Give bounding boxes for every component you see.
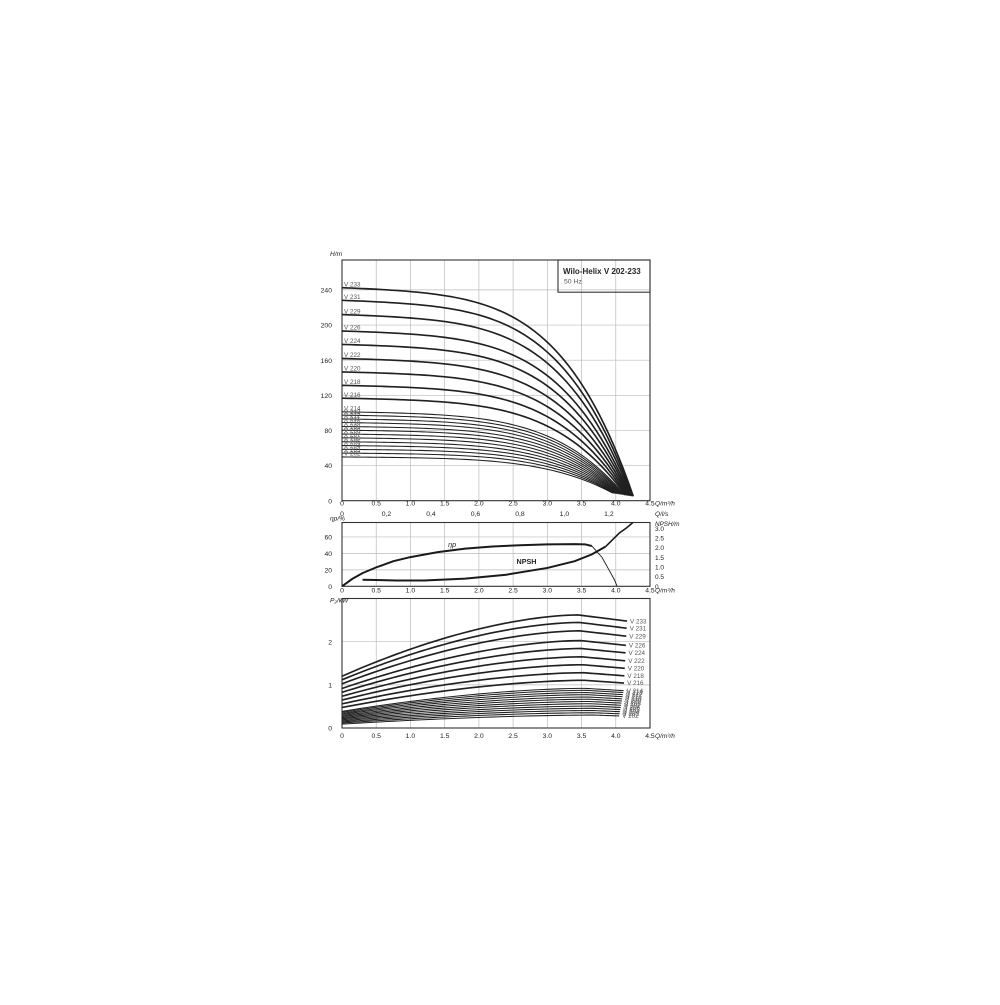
svg-text:1,2: 1,2 <box>604 511 614 518</box>
svg-text:240: 240 <box>321 288 333 295</box>
svg-text:1: 1 <box>328 683 332 690</box>
svg-text:0.5: 0.5 <box>371 588 381 595</box>
svg-text:40: 40 <box>324 463 332 470</box>
svg-text:1.0: 1.0 <box>406 501 416 508</box>
svg-text:V 220: V 220 <box>344 366 361 373</box>
svg-text:Q/m³/h: Q/m³/h <box>655 588 675 595</box>
svg-text:V 229: V 229 <box>344 308 361 315</box>
svg-text:V 224: V 224 <box>344 338 361 345</box>
svg-text:0,4: 0,4 <box>426 511 436 518</box>
svg-text:120: 120 <box>321 393 333 400</box>
svg-text:0: 0 <box>328 498 332 505</box>
svg-text:3.0: 3.0 <box>543 501 553 508</box>
svg-text:4.0: 4.0 <box>611 501 621 508</box>
svg-text:V 202: V 202 <box>622 713 639 720</box>
svg-text:3.5: 3.5 <box>577 588 587 595</box>
svg-text:V 233: V 233 <box>344 281 361 288</box>
svg-text:0,6: 0,6 <box>471 511 481 518</box>
svg-text:2.5: 2.5 <box>508 588 518 595</box>
svg-text:Q/m³/h: Q/m³/h <box>655 501 675 508</box>
svg-text:V 222: V 222 <box>628 658 645 665</box>
svg-text:0: 0 <box>328 584 332 591</box>
svg-text:80: 80 <box>324 428 332 435</box>
svg-text:1.5: 1.5 <box>440 501 450 508</box>
svg-text:2.0: 2.0 <box>474 501 484 508</box>
svg-text:160: 160 <box>321 358 333 365</box>
svg-text:0: 0 <box>340 501 344 508</box>
svg-text:0: 0 <box>340 733 344 740</box>
svg-text:V 216: V 216 <box>344 392 361 399</box>
svg-text:Q/m³/h: Q/m³/h <box>655 733 675 740</box>
svg-text:0,8: 0,8 <box>515 511 525 518</box>
svg-text:1.5: 1.5 <box>440 733 450 740</box>
svg-text:V 220: V 220 <box>628 666 645 673</box>
svg-text:3.0: 3.0 <box>543 588 553 595</box>
svg-text:2: 2 <box>328 639 332 646</box>
svg-text:2.5: 2.5 <box>655 536 664 543</box>
svg-text:2.0: 2.0 <box>655 545 664 552</box>
svg-text:4.5: 4.5 <box>645 501 655 508</box>
svg-text:20: 20 <box>324 567 332 574</box>
svg-text:2.5: 2.5 <box>508 733 518 740</box>
svg-text:V 231: V 231 <box>630 625 647 632</box>
svg-text:0: 0 <box>328 726 332 733</box>
svg-text:1.0: 1.0 <box>655 565 664 572</box>
svg-text:V 222: V 222 <box>344 352 361 359</box>
svg-text:3.5: 3.5 <box>577 501 587 508</box>
svg-text:0.5: 0.5 <box>655 574 664 581</box>
svg-text:P₂/kW: P₂/kW <box>330 598 349 605</box>
svg-text:0: 0 <box>340 588 344 595</box>
svg-text:V 202: V 202 <box>344 451 361 458</box>
svg-text:Wilo-Helix V 202-233: Wilo-Helix V 202-233 <box>563 267 641 276</box>
svg-text:60: 60 <box>324 535 332 542</box>
svg-text:0.5: 0.5 <box>371 733 381 740</box>
svg-text:V 233: V 233 <box>630 618 647 625</box>
svg-text:NPSH: NPSH <box>517 557 537 566</box>
svg-text:H/m: H/m <box>330 251 343 258</box>
svg-text:V 229: V 229 <box>629 633 646 640</box>
svg-text:V 226: V 226 <box>344 325 361 332</box>
svg-text:3.0: 3.0 <box>655 526 664 533</box>
svg-text:0.5: 0.5 <box>371 501 381 508</box>
svg-text:ηp: ηp <box>448 540 456 549</box>
svg-text:Q/l/s: Q/l/s <box>655 511 669 518</box>
svg-text:2.0: 2.0 <box>474 588 484 595</box>
svg-text:3.0: 3.0 <box>543 733 553 740</box>
svg-text:200: 200 <box>321 323 333 330</box>
svg-text:V 226: V 226 <box>629 643 646 650</box>
svg-text:2.0: 2.0 <box>474 733 484 740</box>
svg-text:V 224: V 224 <box>629 650 646 657</box>
svg-text:V 218: V 218 <box>344 379 361 386</box>
svg-text:V 216: V 216 <box>627 680 644 687</box>
svg-text:V 231: V 231 <box>344 294 361 301</box>
svg-text:1.5: 1.5 <box>440 588 450 595</box>
svg-text:4.5: 4.5 <box>645 588 655 595</box>
svg-text:1,0: 1,0 <box>560 511 570 518</box>
svg-text:1.0: 1.0 <box>406 588 416 595</box>
svg-text:0,2: 0,2 <box>382 511 392 518</box>
svg-text:V 218: V 218 <box>627 673 644 680</box>
svg-text:1.0: 1.0 <box>406 733 416 740</box>
svg-text:4.0: 4.0 <box>611 588 621 595</box>
svg-text:4.5: 4.5 <box>645 733 655 740</box>
svg-text:4.0: 4.0 <box>611 733 621 740</box>
svg-text:50 Hz: 50 Hz <box>564 279 582 286</box>
svg-text:2.5: 2.5 <box>508 501 518 508</box>
svg-text:ηp/%: ηp/% <box>330 516 345 523</box>
svg-text:3.5: 3.5 <box>577 733 587 740</box>
svg-text:40: 40 <box>324 551 332 558</box>
svg-text:1.5: 1.5 <box>655 555 664 562</box>
